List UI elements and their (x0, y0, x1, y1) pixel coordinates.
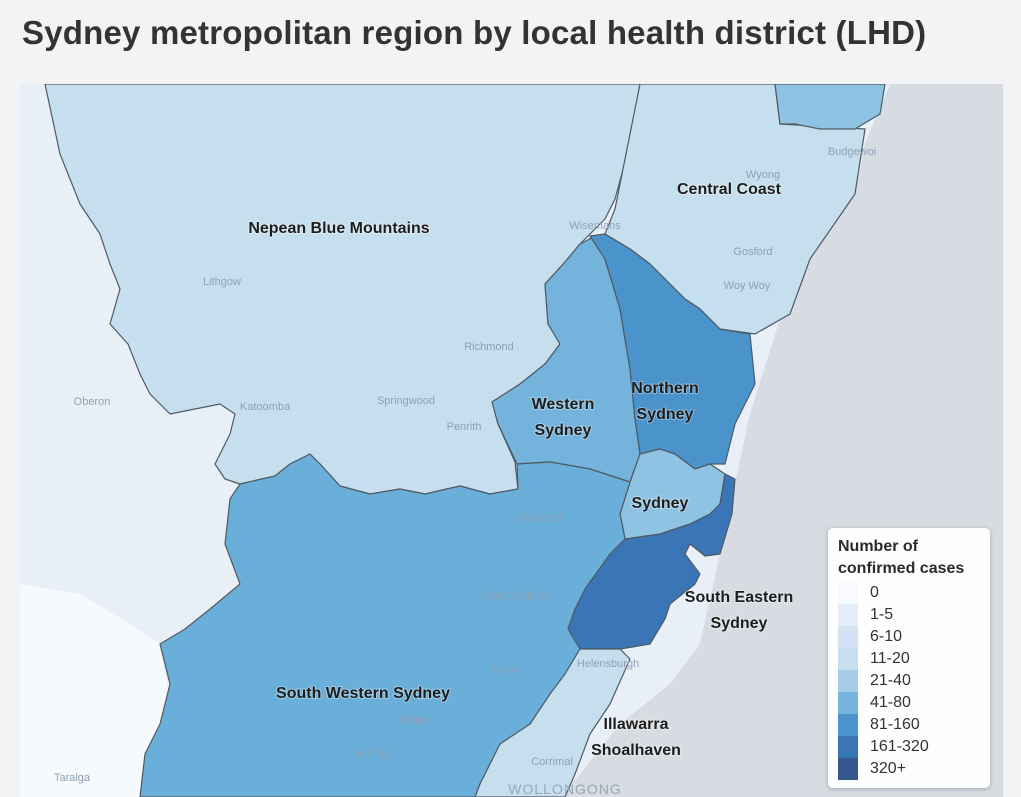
place-label: Richmond (464, 341, 514, 353)
legend-swatch (838, 582, 858, 604)
place-label: Oberon (74, 396, 111, 408)
legend-items: 0 1-5 6-10 11-20 21-40 41-80 81-160 161-320 320+ (838, 582, 980, 780)
legend-swatch (838, 670, 858, 692)
legend-item: 1-5 (838, 604, 980, 626)
legend-label: 1-5 (870, 606, 894, 623)
legend-label: 21-40 (870, 672, 911, 689)
legend-label: 81-160 (870, 716, 920, 733)
legend-item: 11-20 (838, 648, 980, 670)
district-label-south-western-sydney: South Western Sydney (276, 685, 450, 702)
district-label-sydney: Sydney (632, 495, 689, 512)
place-label: Hill Top (354, 748, 390, 760)
legend-swatch (838, 648, 858, 670)
legend-item: 0 (838, 582, 980, 604)
legend-swatch (838, 758, 858, 780)
district-illawarra-shoalhaven[interactable] (474, 648, 631, 797)
legend: Number of confirmed cases 0 1-5 6-10 11-20 2… (828, 528, 990, 788)
place-label: Lithgow (203, 276, 241, 288)
place-label: Liverpool (517, 512, 562, 524)
page-title: Sydney metropolitan region by local heal… (22, 14, 927, 51)
place-label: Bargo (398, 714, 427, 726)
legend-swatch (838, 714, 858, 736)
map-canvas[interactable]: Nepean Blue Mountains Central Coast Wester… (20, 84, 1003, 797)
legend-swatch (838, 604, 858, 626)
district-south-western-sydney[interactable] (139, 453, 631, 797)
northern-adjacent-area (774, 84, 886, 130)
place-label: Budgewoi (828, 146, 876, 158)
legend-item: 161-320 (838, 736, 980, 758)
place-label: Wisemans (569, 220, 621, 232)
district-label-south-eastern-sydney: South Eastern Sydney (685, 589, 793, 632)
place-label: Katoomba (240, 401, 291, 413)
district-label-central-coast: Central Coast (677, 181, 782, 198)
district-label-illawarra-shoalhaven: Illawarra Shoalhaven (591, 716, 681, 759)
place-label: Taralga (54, 772, 91, 784)
legend-item: 6-10 (838, 626, 980, 648)
place-label: Campbelltown (483, 590, 553, 602)
legend-label: 161-320 (870, 738, 929, 755)
legend-item: 21-40 (838, 670, 980, 692)
place-label: Wyong (746, 169, 780, 181)
place-label: Corrimal (531, 756, 573, 768)
place-label: Springwood (377, 395, 435, 407)
legend-label: 41-80 (870, 694, 911, 711)
legend-item: 320+ (838, 758, 980, 780)
district-label-northern-sydney: Northern Sydney (631, 380, 699, 423)
place-label: Penrith (447, 421, 482, 433)
district-label-nepean-blue-mountains: Nepean Blue Mountains (248, 220, 429, 237)
legend-label: 320+ (870, 760, 907, 777)
district-northern-sydney[interactable] (589, 233, 756, 470)
place-label: Appin (491, 664, 519, 676)
legend-label: 0 (870, 584, 879, 601)
legend-label: 6-10 (870, 628, 903, 645)
legend-item: 81-160 (838, 714, 980, 736)
place-label: WOLLONGONG (508, 781, 621, 797)
legend-swatch (838, 626, 858, 648)
legend-label: 11-20 (870, 650, 910, 667)
district-south-eastern-sydney[interactable] (567, 473, 736, 650)
map-svg[interactable]: Nepean Blue Mountains Central Coast Wester… (20, 84, 1003, 797)
place-label: Woy Woy (724, 280, 771, 292)
legend-swatch (838, 692, 858, 714)
zero-case-region (20, 584, 170, 797)
legend-item: 41-80 (838, 692, 980, 714)
district-label-western-sydney: Western Sydney (532, 396, 595, 439)
place-label: Helensburgh (577, 658, 639, 670)
legend-title: Number of confirmed cases (838, 538, 965, 577)
place-label: Gosford (733, 246, 772, 258)
legend-swatch (838, 736, 858, 758)
